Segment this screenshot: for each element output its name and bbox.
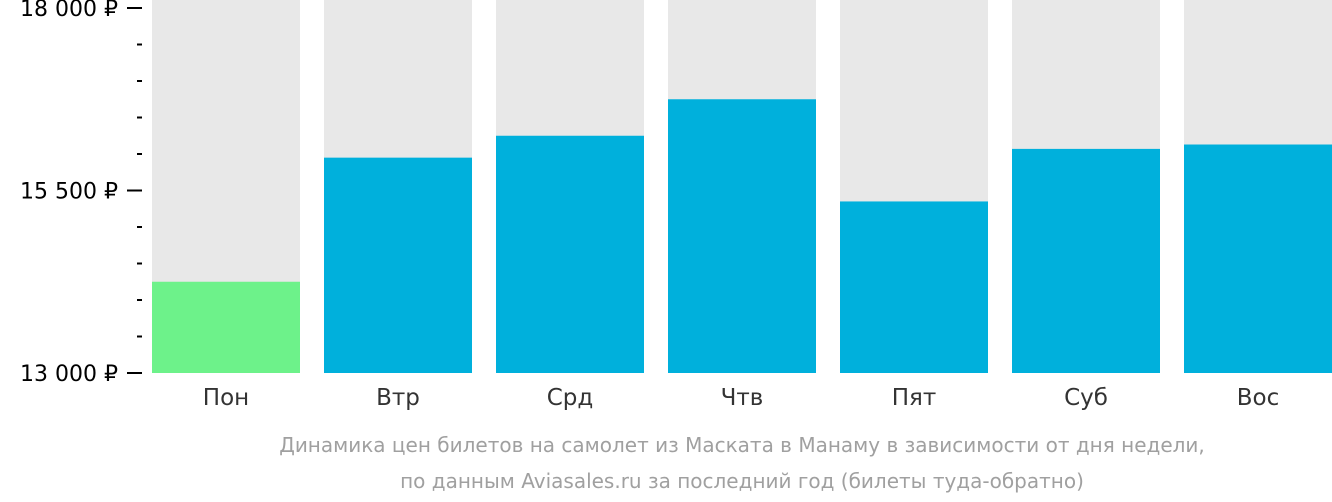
x-tick-label: Суб — [1064, 385, 1108, 411]
x-tick-label: Втр — [376, 385, 420, 411]
caption-line-2: по данным Aviasales.ru за последний год … — [400, 469, 1084, 493]
y-tick-label: 15 500 ₽ — [20, 180, 118, 205]
bar-5 — [840, 201, 988, 373]
caption-line-1: Динамика цен билетов на самолет из Маска… — [279, 433, 1205, 457]
chart-caption: Динамика цен билетов на самолет из Маска… — [279, 433, 1205, 493]
bars-layer — [152, 0, 1332, 373]
y-axis: 13 000 ₽ 15 500 ₽ 18 000 ₽ — [20, 0, 142, 387]
bar-1 — [152, 281, 300, 373]
bar-7 — [1184, 144, 1332, 373]
x-axis: Пон Втр Срд Чтв Пят Суб Вос — [203, 385, 1279, 411]
bar-4 — [668, 99, 816, 373]
bar-3 — [496, 135, 644, 373]
bar-6 — [1012, 148, 1160, 373]
x-tick-label: Срд — [547, 385, 594, 411]
x-tick-label: Пят — [892, 385, 937, 411]
y-tick-label: 13 000 ₽ — [20, 362, 118, 387]
x-tick-label: Пон — [203, 385, 249, 411]
x-tick-label: Вос — [1237, 385, 1280, 411]
x-tick-label: Чтв — [721, 385, 764, 411]
bar-2 — [324, 157, 472, 373]
y-tick-label: 18 000 ₽ — [20, 0, 118, 22]
